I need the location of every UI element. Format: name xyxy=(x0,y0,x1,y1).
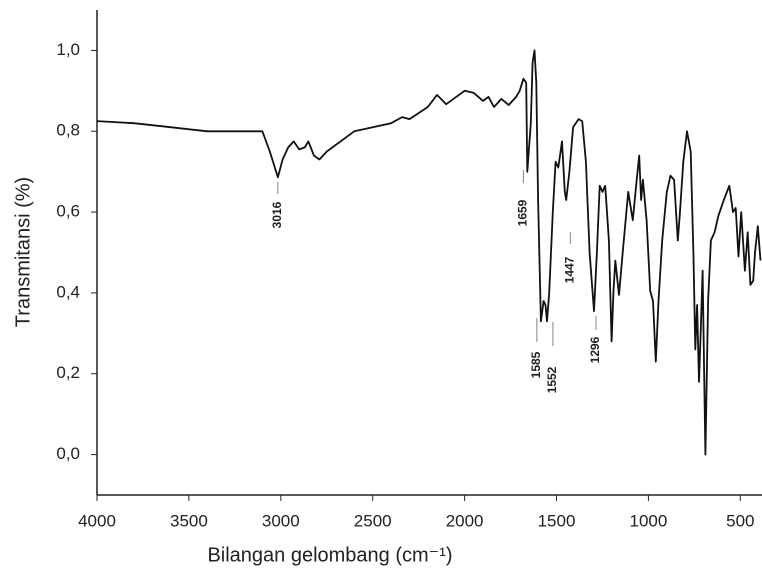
x-tick-label: 500 xyxy=(726,511,754,530)
x-tick-label: 4000 xyxy=(78,511,116,530)
y-tick-label: 1,0 xyxy=(56,40,80,59)
x-tick-label: 3000 xyxy=(262,511,300,530)
annotation: 3016 xyxy=(270,201,284,228)
x-axis-label: Bilangan gelombang (cm⁻¹) xyxy=(207,544,452,566)
x-tick-label: 2500 xyxy=(354,511,392,530)
annotation: 1296 xyxy=(588,336,602,363)
annotation: 1447 xyxy=(562,256,576,283)
x-tick-label: 1500 xyxy=(538,511,576,530)
x-tick-label: 3500 xyxy=(170,511,208,530)
x-tick-label: 2000 xyxy=(446,511,484,530)
y-axis-label: Transmitansi (%) xyxy=(12,177,34,327)
annotation: 1552 xyxy=(545,366,559,393)
y-tick-label: 0,8 xyxy=(56,121,80,140)
y-tick-label: 0,6 xyxy=(56,202,80,221)
y-tick-label: 0,0 xyxy=(56,444,80,463)
y-tick-label: 0,4 xyxy=(56,282,80,301)
y-tick-label: 0,2 xyxy=(56,363,80,382)
annotation: 1659 xyxy=(515,199,529,226)
x-tick-label: 1000 xyxy=(629,511,667,530)
spectrum-line xyxy=(96,49,762,456)
annotation: 1585 xyxy=(529,351,543,378)
